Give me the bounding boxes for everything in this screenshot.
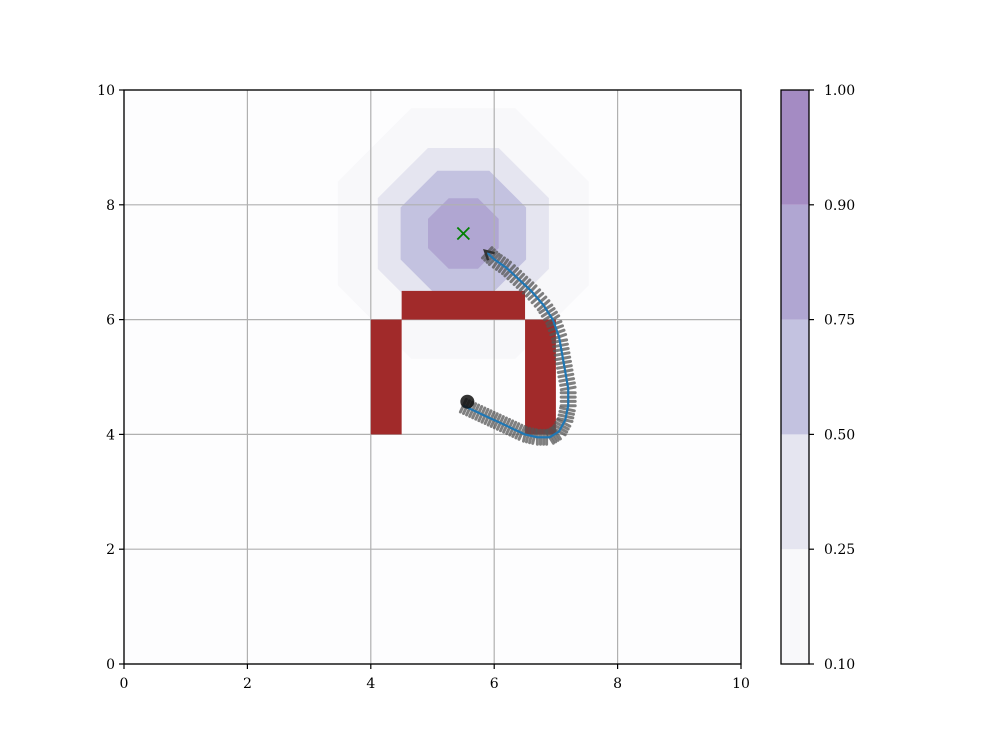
x-tick-label-5: 10 [732,676,750,692]
axes-frame [123,89,742,665]
colorbar-tick-label-4: 0.90 [824,198,855,214]
colorbar-band-3 [781,204,809,320]
colorbar-tick-label-0: 0.10 [824,657,855,673]
colorbar-tick-label-1: 0.25 [824,542,855,558]
trajectory-line [462,249,570,439]
colorbar-band-0 [781,549,809,664]
trajectory-end-arrowhead [483,248,495,261]
y-tick-label-4: 8 [106,198,115,214]
y-tick-label-2: 4 [106,427,115,443]
x-tick-label-2: 4 [366,676,375,692]
y-tick-label-5: 10 [97,83,115,99]
y-tick-label-0: 0 [106,657,115,673]
y-tick-label-1: 2 [106,542,115,558]
obstacles [370,290,556,435]
colorbar-tick-label-5: 1.00 [824,83,855,99]
goal-marker-group [456,226,470,241]
x-tick-label-0: 0 [120,676,129,692]
colorbar-tick-label-2: 0.50 [824,427,855,443]
y-axis-ticks: 0 2 4 6 8 10 [97,83,124,673]
axes [123,89,742,665]
colorbar-band-4 [781,90,809,205]
x-tick-label-4: 8 [613,676,622,692]
x-axis-ticks: 0 2 4 6 8 10 [120,664,750,692]
obstacle-1 [401,290,526,320]
colorbar-frame [780,89,810,665]
colorbar-tick-label-3: 0.75 [824,313,855,329]
colorbar-band-1 [781,434,809,550]
trajectory [458,246,577,446]
goal-marker-stroke-b [456,226,470,241]
x-tick-label-1: 2 [243,676,252,692]
y-tick-label-3: 6 [106,313,115,329]
obstacle-2 [525,319,556,435]
obstacle-0 [370,319,402,435]
colorbar: 0.10 0.25 0.50 0.75 0.90 1.00 [780,83,855,673]
trajectory-start-marker [460,394,475,409]
x-tick-label-3: 6 [490,676,499,692]
colorbar-band-2 [781,319,809,435]
